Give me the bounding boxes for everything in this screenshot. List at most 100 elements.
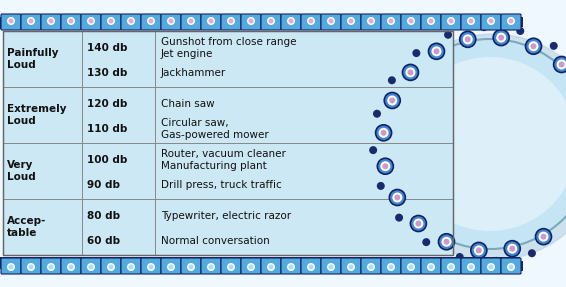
FancyBboxPatch shape (80, 261, 83, 271)
Circle shape (207, 17, 215, 25)
FancyBboxPatch shape (481, 14, 501, 30)
FancyBboxPatch shape (321, 258, 341, 274)
FancyBboxPatch shape (121, 258, 141, 274)
FancyBboxPatch shape (180, 17, 183, 27)
FancyBboxPatch shape (221, 14, 241, 30)
Circle shape (467, 263, 475, 271)
Polygon shape (187, 263, 195, 271)
Circle shape (456, 253, 464, 261)
Circle shape (327, 17, 335, 25)
FancyBboxPatch shape (241, 258, 261, 274)
Circle shape (422, 238, 430, 246)
Circle shape (47, 263, 55, 271)
FancyBboxPatch shape (520, 261, 523, 271)
Text: Extremely
Loud: Extremely Loud (7, 104, 66, 126)
Circle shape (147, 17, 155, 25)
FancyBboxPatch shape (320, 261, 323, 271)
Text: 90 db: 90 db (87, 180, 120, 190)
Circle shape (465, 36, 471, 42)
Polygon shape (87, 17, 95, 25)
Circle shape (147, 263, 155, 271)
FancyBboxPatch shape (461, 258, 481, 274)
Circle shape (403, 57, 566, 231)
Circle shape (380, 130, 387, 136)
Circle shape (268, 18, 273, 24)
Circle shape (127, 17, 135, 25)
Circle shape (507, 263, 515, 271)
Circle shape (327, 263, 335, 271)
FancyBboxPatch shape (3, 31, 453, 255)
Text: Drill press, truck traffic: Drill press, truck traffic (161, 180, 282, 190)
Text: Accep-
table: Accep- table (7, 216, 46, 238)
FancyBboxPatch shape (360, 17, 363, 27)
Polygon shape (487, 263, 495, 271)
Circle shape (383, 163, 388, 169)
FancyBboxPatch shape (280, 261, 283, 271)
FancyBboxPatch shape (240, 261, 243, 271)
Polygon shape (387, 17, 395, 25)
Text: Normal conversation: Normal conversation (161, 236, 270, 246)
Circle shape (169, 18, 174, 24)
Circle shape (347, 263, 355, 271)
Circle shape (550, 42, 558, 50)
FancyBboxPatch shape (420, 261, 423, 271)
Circle shape (369, 146, 377, 154)
Circle shape (308, 18, 314, 24)
Circle shape (367, 263, 375, 271)
Circle shape (439, 234, 454, 250)
FancyBboxPatch shape (240, 17, 243, 27)
Polygon shape (507, 263, 515, 271)
FancyBboxPatch shape (381, 14, 401, 30)
FancyBboxPatch shape (400, 261, 403, 271)
Circle shape (428, 43, 444, 59)
FancyBboxPatch shape (141, 258, 161, 274)
Polygon shape (407, 17, 415, 25)
FancyBboxPatch shape (301, 258, 321, 274)
Circle shape (431, 46, 441, 56)
Circle shape (413, 49, 421, 57)
FancyBboxPatch shape (420, 17, 423, 27)
Circle shape (487, 263, 495, 271)
Circle shape (229, 265, 234, 269)
FancyBboxPatch shape (401, 14, 421, 30)
Circle shape (8, 265, 14, 269)
Circle shape (127, 263, 135, 271)
Circle shape (289, 265, 294, 269)
Text: 100 db: 100 db (87, 155, 127, 165)
Circle shape (529, 41, 538, 51)
FancyBboxPatch shape (220, 17, 223, 27)
Circle shape (248, 265, 254, 269)
Circle shape (538, 232, 548, 242)
Circle shape (516, 27, 524, 35)
Circle shape (402, 64, 418, 80)
Text: Painfully
Loud: Painfully Loud (7, 48, 58, 70)
Circle shape (107, 263, 115, 271)
Circle shape (28, 265, 33, 269)
FancyBboxPatch shape (200, 17, 203, 27)
Circle shape (493, 30, 509, 46)
Circle shape (27, 263, 35, 271)
Circle shape (388, 76, 396, 84)
Circle shape (507, 244, 517, 254)
Polygon shape (7, 17, 15, 25)
Circle shape (444, 31, 452, 39)
FancyBboxPatch shape (441, 258, 461, 274)
Circle shape (128, 18, 134, 24)
Polygon shape (367, 263, 375, 271)
FancyBboxPatch shape (380, 17, 383, 27)
FancyBboxPatch shape (361, 14, 381, 30)
Polygon shape (427, 263, 435, 271)
Circle shape (535, 229, 551, 245)
Circle shape (380, 34, 566, 260)
Polygon shape (207, 17, 215, 25)
Circle shape (554, 57, 566, 73)
FancyBboxPatch shape (161, 14, 181, 30)
Circle shape (480, 23, 488, 31)
FancyBboxPatch shape (380, 261, 383, 271)
Circle shape (88, 265, 93, 269)
Circle shape (307, 263, 315, 271)
Circle shape (392, 193, 402, 203)
Circle shape (188, 265, 194, 269)
FancyBboxPatch shape (120, 261, 123, 271)
FancyBboxPatch shape (60, 17, 63, 27)
